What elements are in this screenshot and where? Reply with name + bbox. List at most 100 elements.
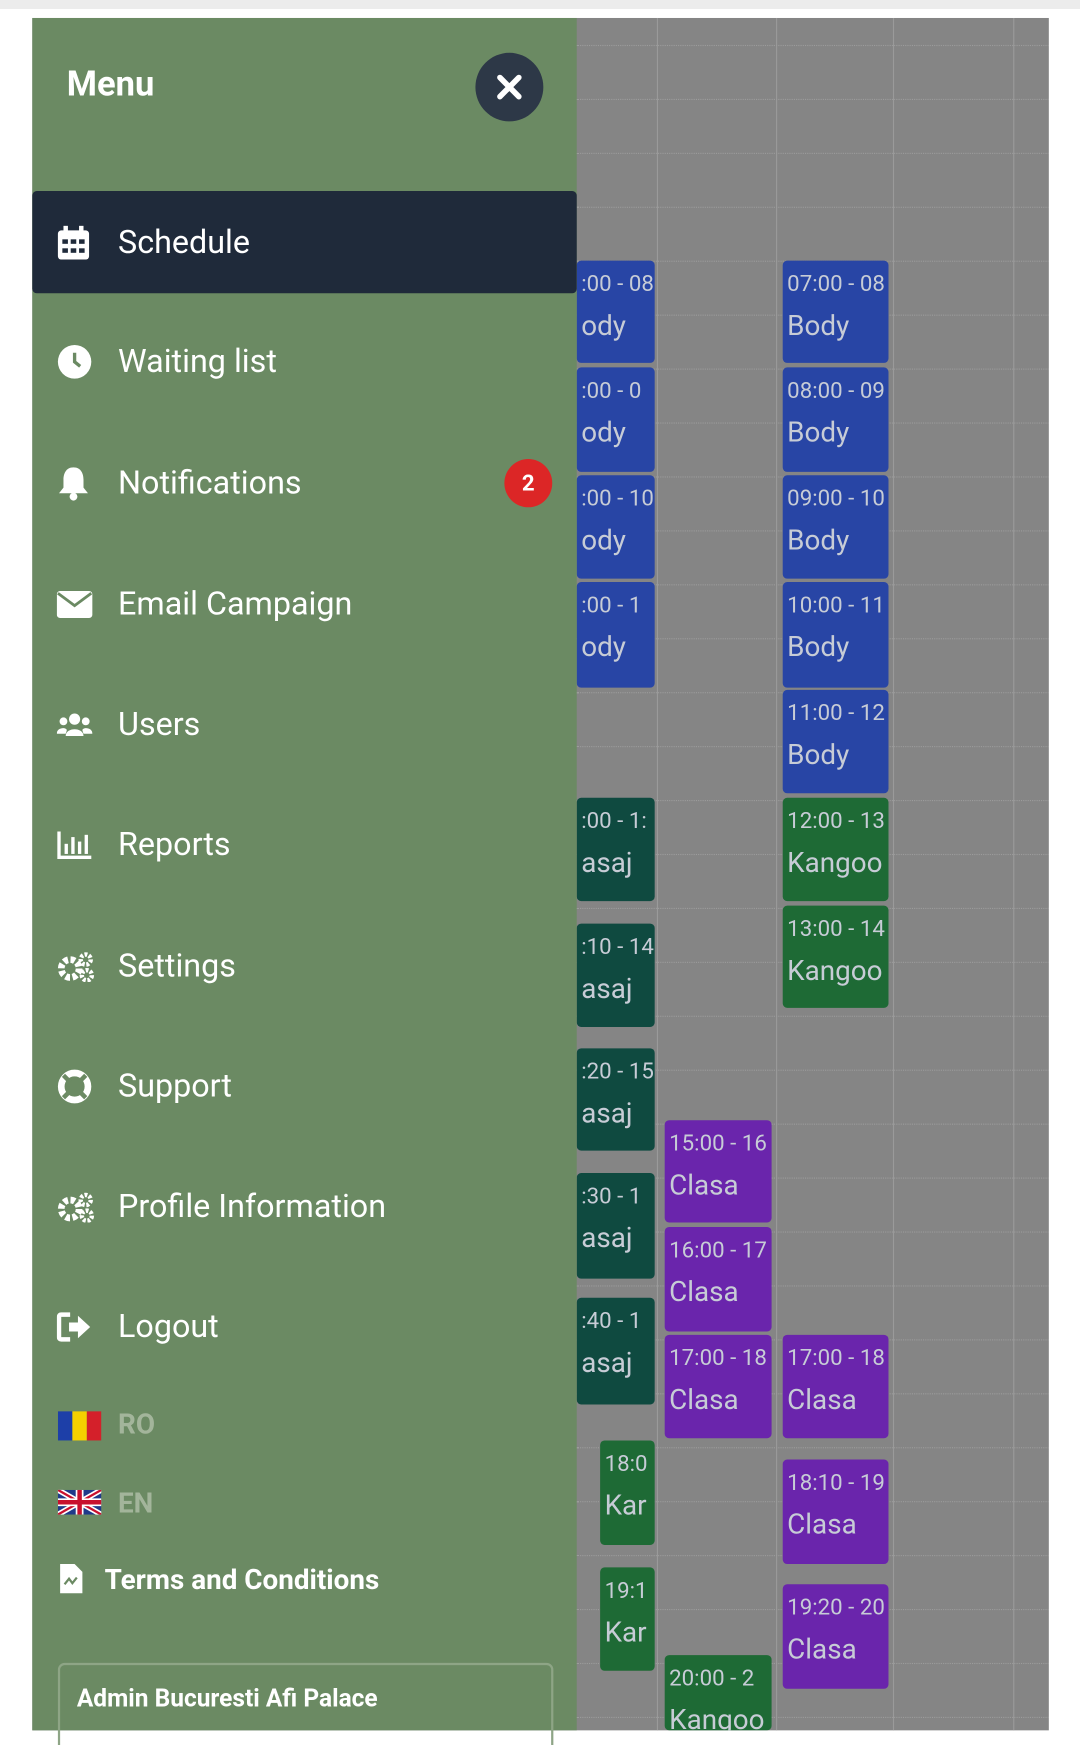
schedule-event[interactable]: 12:00 - 13 Kangoo: [782, 797, 889, 902]
notification-badge: 2: [504, 458, 553, 507]
schedule-event[interactable]: :00 - 10 ody: [576, 475, 655, 579]
event-title: Body: [787, 416, 850, 450]
event-title: Clasa: [787, 1633, 857, 1667]
schedule-event[interactable]: :00 - 1: asaj: [576, 797, 655, 902]
event-time: 20:00 - 2: [669, 1664, 755, 1692]
schedule-event[interactable]: 17:00 - 18 Clasa: [782, 1334, 889, 1439]
menu-item[interactable]: Logout: [32, 1275, 576, 1377]
grid-row-line: [576, 206, 1049, 209]
event-title: Clasa: [787, 1384, 857, 1417]
menu-item[interactable]: Settings: [32, 915, 576, 1017]
schedule-event[interactable]: 13:00 - 14 Kangoo: [782, 905, 889, 1008]
language-en[interactable]: EN: [56, 1487, 153, 1523]
event-title: Body: [787, 739, 850, 772]
menu-item[interactable]: Profile Information: [32, 1155, 576, 1257]
flag-ro: [57, 1411, 102, 1441]
schedule-event[interactable]: 19:20 - 20 Clasa: [782, 1584, 889, 1689]
event-time: :00 - 0: [581, 376, 642, 404]
schedule-event[interactable]: 11:00 - 12 Body: [782, 689, 889, 794]
grid-row-line: [576, 152, 1049, 155]
top-bar: [0, 0, 1080, 9]
event-title: ody: [581, 310, 626, 343]
event-title: Body: [787, 524, 850, 558]
event-time: :00 - 10: [581, 484, 654, 512]
schedule-event[interactable]: 10:00 - 11 Body: [782, 582, 889, 688]
document-icon: [60, 1564, 83, 1594]
close-button[interactable]: [475, 52, 544, 122]
close-icon: [497, 74, 522, 100]
menu-title: Menu: [66, 62, 155, 105]
event-time: 18:10 - 19: [787, 1468, 885, 1496]
event-title: Clasa: [669, 1169, 739, 1203]
event-time: 19:20 - 20: [787, 1593, 885, 1621]
menu-label: Schedule: [118, 223, 250, 262]
menu-label: Notifications: [118, 463, 302, 502]
schedule-event[interactable]: :00 - 1 ody: [576, 582, 655, 688]
menu-item[interactable]: Email Campaign: [32, 553, 576, 655]
schedule-event[interactable]: 19:1 Kar: [600, 1567, 655, 1671]
event-time: :30 - 1: [581, 1182, 642, 1209]
event-time: 15:00 - 16: [669, 1129, 767, 1157]
schedule-event[interactable]: 08:00 - 09 Body: [782, 367, 889, 472]
event-time: 10:00 - 11: [787, 591, 885, 618]
schedule-event[interactable]: 15:00 - 16 Clasa: [664, 1120, 772, 1223]
menu-icon: [57, 1069, 92, 1103]
schedule-event[interactable]: 18:0 Kar: [600, 1440, 655, 1545]
menu-item[interactable]: Support: [32, 1035, 576, 1137]
event-title: Kangoo: [787, 955, 883, 988]
schedule-event[interactable]: :10 - 14 asaj: [576, 923, 655, 1027]
grid-row-line: [576, 44, 1049, 47]
menu-icon: [57, 1192, 95, 1222]
schedule-event[interactable]: 18:10 - 19 Clasa: [782, 1459, 889, 1565]
language-ro[interactable]: RO: [57, 1409, 155, 1448]
account-box: Admin Bucuresti Afi Palace: [57, 1662, 554, 1745]
schedule-event[interactable]: 07:00 - 08 Body: [782, 260, 889, 363]
event-title: Clasa: [669, 1384, 739, 1417]
schedule-event[interactable]: 09:00 - 10 Body: [782, 475, 889, 579]
schedule-event[interactable]: :00 - 0 ody: [576, 367, 655, 472]
terms-link[interactable]: Terms and Conditions: [58, 1562, 379, 1604]
menu-label: Support: [118, 1066, 232, 1106]
event-time: :00 - 1:: [581, 806, 647, 834]
menu-label: Logout: [118, 1307, 219, 1346]
menu-item[interactable]: Notifications 2: [32, 431, 576, 533]
schedule-event[interactable]: 17:00 - 18 Clasa: [664, 1334, 772, 1439]
grid-row-line: [576, 1015, 1049, 1018]
grid-row-line: [576, 1231, 1049, 1233]
grid-column-line: [892, 17, 895, 1731]
event-title: Body: [787, 310, 850, 343]
menu-item[interactable]: Users: [32, 673, 576, 775]
event-time: :20 - 15: [581, 1057, 654, 1085]
menu-item[interactable]: Reports: [32, 793, 576, 895]
menu-icon: [57, 344, 92, 379]
menu-item[interactable]: Waiting list: [32, 310, 576, 412]
event-title: Kar: [604, 1616, 647, 1650]
schedule-event[interactable]: :30 - 1 asaj: [576, 1173, 655, 1279]
flag-en: [56, 1487, 103, 1518]
event-title: ody: [581, 631, 626, 665]
menu-label: Email Campaign: [118, 584, 353, 624]
event-time: 08:00 - 09: [787, 376, 885, 404]
event-title: ody: [581, 524, 626, 558]
schedule-event[interactable]: :00 - 08 ody: [576, 260, 655, 363]
grid-row-line: [576, 1447, 1049, 1449]
event-time: 17:00 - 18: [669, 1343, 767, 1371]
menu-item[interactable]: Schedule: [32, 191, 577, 294]
grid-column-line: [1013, 17, 1015, 1731]
menu-icon: [56, 712, 93, 736]
schedule-event[interactable]: :40 - 1 asaj: [576, 1297, 655, 1405]
event-title: Body: [787, 631, 850, 665]
schedule-event[interactable]: :20 - 15 asaj: [576, 1048, 655, 1151]
event-title: ody: [581, 416, 626, 450]
menu-icon: [56, 590, 93, 618]
grid-column-line: [776, 17, 778, 1731]
menu-icon: [57, 830, 92, 859]
menu-icon: [59, 466, 88, 501]
schedule-event[interactable]: 16:00 - 17 Clasa: [664, 1226, 772, 1332]
grid-row-line: [576, 1285, 1049, 1287]
grid-column-line: [656, 17, 659, 1731]
event-title: Clasa: [787, 1508, 857, 1542]
schedule-event[interactable]: 20:00 - 2 Kangoo: [664, 1655, 772, 1731]
